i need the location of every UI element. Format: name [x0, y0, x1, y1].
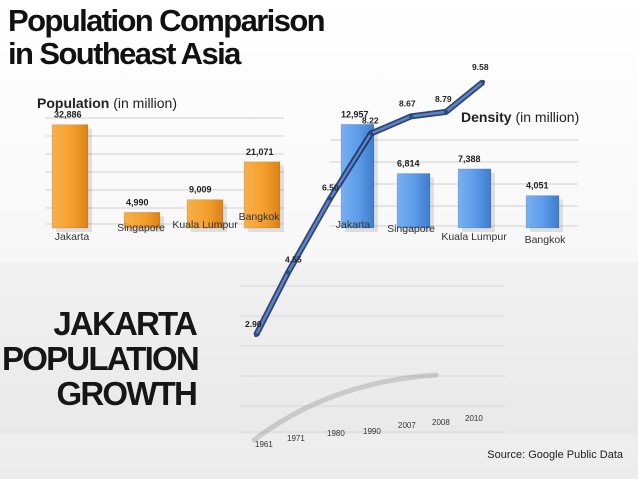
source-note: Source: Google Public Data: [487, 449, 623, 461]
category-label: Singapore: [117, 222, 165, 234]
x-tick-label: 1990: [363, 427, 381, 436]
growth-title-line-2: POPULATION: [2, 340, 200, 377]
point-value-label: 8.79: [435, 94, 452, 104]
category-label: Bangkok: [239, 211, 281, 223]
bar-value-label: 9,009: [189, 185, 212, 195]
x-tick-label: 1971: [287, 434, 305, 443]
x-tick-label: 1980: [327, 429, 345, 438]
jakarta-growth-line-chart: 2.90 4.55 6.50 8.22 8.67 8.79 9.58 1961 1971 1980…: [240, 62, 505, 449]
population-bar-chart: 32,886 Jakarta 4,990 Singapore 9,009 Kuala Lu…: [45, 110, 284, 243]
x-tick-label: 2008: [432, 418, 450, 427]
growth-title-line-3: GROWTH: [56, 375, 197, 412]
population-title-rest: (in million): [113, 95, 178, 111]
data-point: [254, 333, 258, 338]
category-label: Kuala Lumpur: [441, 231, 507, 243]
population-title-bold: Population: [37, 95, 110, 111]
bar-value-label: 21,071: [246, 147, 274, 157]
title-line-1: Population Comparison: [8, 3, 326, 38]
bar-value-label: 7,388: [458, 154, 481, 164]
bar-value-label: 4,051: [526, 181, 549, 191]
bar-value-label: 32,886: [54, 110, 82, 120]
population-chart-title: Population (in million): [37, 95, 177, 111]
category-label: Singapore: [387, 223, 435, 235]
data-point: [444, 109, 448, 114]
data-point: [286, 270, 290, 275]
point-value-label: 8.67: [399, 98, 416, 108]
bar-kuala-lumpur: [186, 199, 224, 229]
data-point: [328, 196, 332, 201]
bar-bangkok: [525, 195, 560, 229]
bar-kuala-lumpur: [457, 168, 492, 229]
bar-value-label: 6,814: [397, 158, 420, 168]
x-tick-label: 1961: [255, 440, 273, 449]
bar-singapore: [396, 173, 431, 229]
category-label: Bangkok: [525, 234, 567, 246]
point-value-label: 9.58: [472, 62, 489, 72]
density-bar-chart: 12,957 Jakarta 6,814 Singapore 7,388 Kuala Lu…: [330, 109, 578, 246]
x-tick-label: 2007: [398, 421, 416, 430]
density-title-bold: Density: [461, 109, 512, 125]
data-point: [369, 131, 373, 136]
density-chart-title: Density (in million): [461, 109, 579, 125]
category-label: Jakarta: [336, 219, 371, 231]
series-reflection: [251, 372, 439, 443]
point-value-label: 6.50: [322, 183, 339, 193]
point-value-label: 8.22: [362, 115, 379, 125]
bar-jakarta: [51, 124, 89, 229]
growth-title-line-1: JAKARTA: [53, 305, 197, 342]
category-label: Kuala Lumpur: [172, 219, 238, 231]
x-tick-label: 2010: [465, 414, 483, 423]
bar-singapore: [123, 212, 161, 229]
title-line-2: in Southeast Asia: [8, 36, 241, 71]
page-title: Population Comparison in Southeast Asia: [8, 3, 326, 71]
data-point: [409, 114, 413, 119]
bar-value-label: 12,957: [341, 109, 369, 119]
growth-band: [0, 262, 638, 434]
category-label: Jakarta: [55, 231, 90, 243]
point-value-label: 2.90: [245, 319, 262, 329]
density-title-rest: (in million): [515, 109, 580, 125]
growth-title: JAKARTA POPULATION GROWTH: [2, 305, 200, 412]
bar-bangkok: [243, 161, 281, 229]
point-value-label: 4.55: [285, 255, 302, 265]
data-point: [481, 79, 485, 84]
bar-value-label: 4,990: [126, 197, 149, 207]
